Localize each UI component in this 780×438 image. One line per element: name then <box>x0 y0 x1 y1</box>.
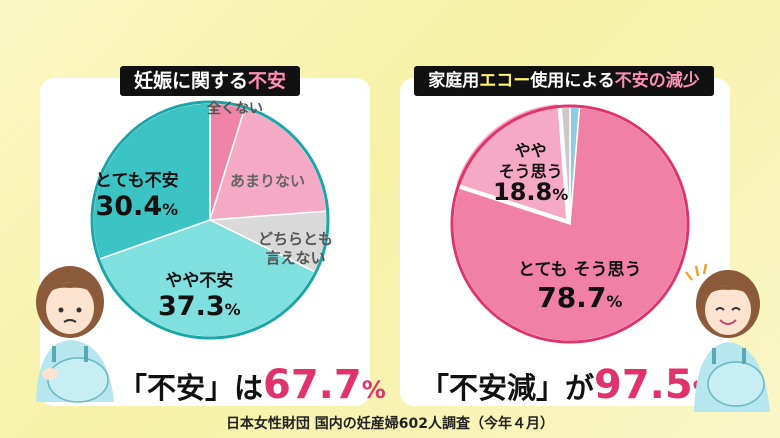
label-somewhat-anxious: やや不安 37.3% <box>158 271 241 322</box>
pie-outline <box>90 100 330 340</box>
label-not-much: あまりない <box>230 172 306 190</box>
pie-slice <box>454 102 568 222</box>
happy-woman-illustration <box>685 263 770 412</box>
right-pie-chart <box>450 102 690 344</box>
left-result: 「不安」は67.7% <box>118 362 386 408</box>
pie-outline <box>450 104 690 344</box>
label-strongly-agree: とても そう思う 78.7% <box>518 260 642 314</box>
worried-woman-illustration <box>36 266 114 403</box>
left-pie-chart <box>90 100 330 340</box>
label-somewhat-agree: やや そう思う 18.8% <box>493 141 569 206</box>
left-chart-title: 妊娠に関する不安 <box>120 66 300 96</box>
source-footer: 日本女性財団 国内の妊産婦602人調査（今年４月） <box>225 416 555 432</box>
label-very-anxious: とても不安 30.4% <box>95 171 179 222</box>
label-neither: どちらとも 言えない <box>258 230 334 267</box>
right-chart-title: 家庭用エコー使用による不安の減少 <box>414 66 714 96</box>
right-result: 「不安減」が97.5% <box>420 362 717 408</box>
label-none: 全くない <box>207 101 263 117</box>
